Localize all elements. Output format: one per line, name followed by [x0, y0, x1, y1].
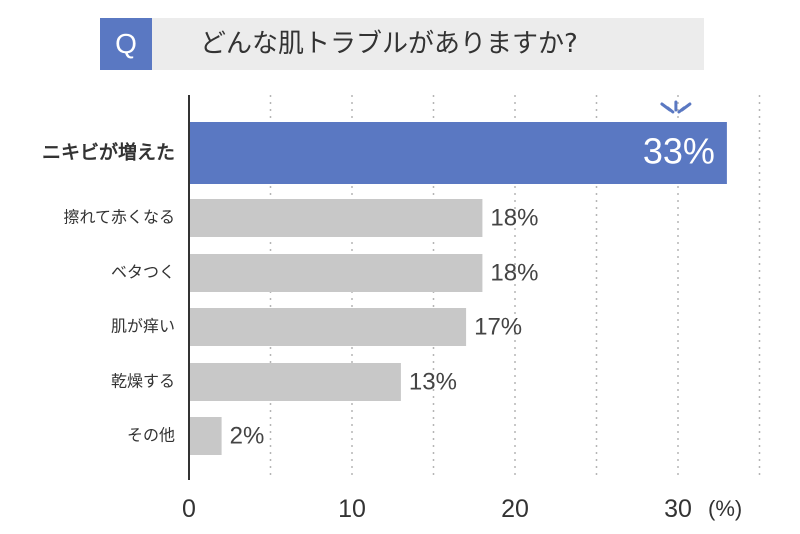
category-label-0: ニキビが増えた — [42, 141, 175, 164]
bar-4 — [189, 363, 401, 401]
question-header: Q どんな肌トラブルがありますか? — [100, 18, 704, 70]
x-tick-label-20: 20 — [501, 495, 529, 523]
value-label-2: 18% — [490, 259, 538, 286]
bar-2 — [189, 254, 483, 292]
x-axis-ticks: 0 10 20 30 (%) — [182, 495, 742, 523]
category-label-3: 肌が痒い — [111, 317, 175, 336]
value-label-3: 17% — [474, 313, 522, 340]
q-badge: Q — [100, 18, 152, 70]
value-label-0: 33% — [643, 131, 715, 172]
category-label-2: ベタつく — [111, 263, 175, 282]
value-labels: 33% 18% 18% 17% 13% 2% — [230, 131, 715, 450]
burst-ray-4 — [677, 106, 686, 114]
bar-0 — [189, 122, 727, 184]
value-label-1: 18% — [490, 204, 538, 231]
value-label-5: 2% — [230, 422, 265, 449]
bar-1 — [189, 199, 483, 237]
bar-3 — [189, 308, 467, 346]
value-label-4: 13% — [409, 368, 457, 395]
x-tick-label-30: 30 — [664, 495, 692, 523]
highlight-burst-icon — [660, 100, 692, 114]
bar-5 — [189, 417, 222, 455]
burst-ray-3 — [666, 106, 675, 114]
category-label-1: 擦れて赤くなる — [63, 208, 175, 227]
x-axis-unit-label: (%) — [708, 496, 742, 521]
x-tick-label-10: 10 — [338, 495, 366, 523]
x-tick-label-0: 0 — [182, 495, 196, 523]
category-label-4: 乾燥する — [111, 372, 175, 391]
category-label-5: その他 — [127, 426, 175, 445]
question-title: どんな肌トラブルがありますか? — [200, 29, 578, 59]
bars — [189, 122, 727, 455]
